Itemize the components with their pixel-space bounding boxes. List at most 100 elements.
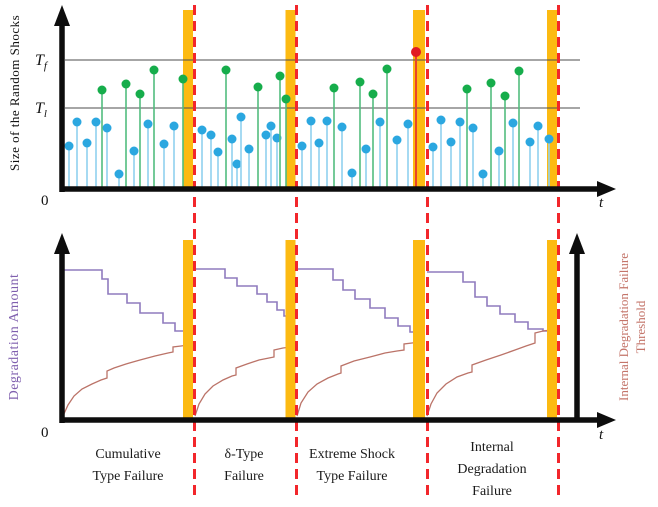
shock-below-lower-threshold-dot [525, 137, 535, 147]
shock-below-lower-threshold-dot [261, 130, 271, 140]
segment-label-line: Type Failure [316, 469, 388, 484]
shock-below-lower-threshold-dot [91, 117, 101, 127]
shock-between-thresholds-dot [149, 65, 159, 75]
failure-window-bar-bottom [547, 240, 557, 420]
segment-label-internal: Internal Degradation Failure [417, 437, 567, 503]
y-axis-label-degradation: Degradation Amount [7, 273, 22, 401]
shock-below-lower-threshold-dot [428, 142, 438, 152]
failure-window-bar-top [285, 10, 296, 191]
bottom-x-axis-arrowhead [597, 412, 616, 428]
shock-between-thresholds-dot [281, 94, 291, 104]
shock-below-lower-threshold-dot [244, 144, 254, 154]
segment-label-line: Extreme Shock [309, 447, 395, 462]
degradation-threshold-step [194, 268, 291, 317]
shock-below-lower-threshold-dot [114, 169, 124, 179]
shock-below-lower-threshold-dot [494, 146, 504, 156]
shock-between-thresholds-dot [121, 79, 131, 89]
shock-between-thresholds-dot [382, 64, 392, 74]
shock-between-thresholds-dot [275, 71, 285, 81]
shock-below-lower-threshold-dot [322, 116, 332, 126]
top-x-axis-arrowhead [597, 181, 616, 197]
degradation-threshold-step [297, 268, 418, 333]
shock-below-lower-threshold-dot [392, 135, 402, 145]
segment-label-extreme: Extreme Shock Type Failure [277, 444, 427, 488]
shock-between-thresholds-dot [221, 65, 231, 75]
shock-below-lower-threshold-dot [143, 119, 153, 129]
threshold-label-tf: Tf [35, 52, 47, 72]
segment-label-line: δ-Type [224, 447, 264, 462]
shock-between-thresholds-dot [486, 78, 496, 88]
threshold-label-tl: Tl [35, 100, 47, 120]
internal-degradation-curve [194, 346, 292, 417]
shock-between-thresholds-dot [329, 83, 339, 93]
failure-window-bar-top [547, 10, 557, 191]
shock-below-lower-threshold-dot [446, 137, 456, 147]
shock-between-thresholds-dot [500, 91, 510, 101]
shock-below-lower-threshold-dot [468, 123, 478, 133]
shock-below-lower-threshold-dot [306, 116, 316, 126]
internal-degradation-curve [426, 329, 552, 417]
shock-below-lower-threshold-dot [64, 141, 74, 151]
shock-below-lower-threshold-dot [102, 123, 112, 133]
shock-between-thresholds-dot [462, 84, 472, 94]
bottom-y-axis-arrowhead [54, 233, 70, 254]
t-axis-label-bottom: t [599, 427, 604, 443]
shock-below-lower-threshold-dot [232, 159, 242, 169]
segment-label-line: Type Failure [92, 469, 164, 484]
shock-below-lower-threshold-dot [82, 138, 92, 148]
shock-between-thresholds-dot [253, 82, 263, 92]
shock-below-lower-threshold-dot [297, 141, 307, 151]
shock-below-lower-threshold-dot [197, 125, 207, 135]
shock-below-lower-threshold-dot [72, 117, 82, 127]
shock-below-lower-threshold-dot [314, 138, 324, 148]
segment-label-cumulative: Cumulative Type Failure [53, 444, 203, 488]
shock-below-lower-threshold-dot [129, 146, 139, 156]
shock-below-lower-threshold-dot [206, 130, 216, 140]
extreme-shock-above-tf-dot [411, 47, 421, 57]
t-axis-label-top: t [599, 195, 604, 211]
shock-below-lower-threshold-dot [169, 121, 179, 131]
shock-below-lower-threshold-dot [478, 169, 488, 179]
shock-between-thresholds-dot [514, 66, 524, 76]
shock-below-lower-threshold-dot [236, 112, 246, 122]
shock-below-lower-threshold-dot [455, 117, 465, 127]
shock-below-lower-threshold-dot [375, 117, 385, 127]
segment-label-delta: δ-Type Failure [169, 444, 319, 488]
segment-label-line: Cumulative [95, 447, 161, 462]
y-axis-label-shocks: Size of the Random Shocks [7, 14, 22, 171]
right-axis-label-threshold: Internal Degradation Failure Threshold [615, 227, 649, 427]
failure-window-bar-top [183, 10, 193, 191]
top-y-axis-arrowhead [54, 5, 70, 26]
failure-window-bar-bottom [183, 240, 193, 420]
shock-between-thresholds-dot [135, 89, 145, 99]
segment-label-line: Failure [472, 484, 512, 499]
shock-below-lower-threshold-dot [436, 115, 446, 125]
shock-below-lower-threshold-dot [159, 139, 169, 149]
tl-subscript: l [43, 108, 47, 121]
tf-symbol: T [35, 52, 44, 69]
degradation-threshold-step [62, 269, 187, 332]
failure-window-bar-top [413, 10, 425, 191]
shock-below-lower-threshold-dot [213, 147, 223, 157]
shock-below-lower-threshold-dot [347, 168, 357, 178]
shock-below-lower-threshold-dot [508, 118, 518, 128]
internal-degradation-curve [62, 344, 189, 417]
origin-label-bottom: 0 [41, 425, 49, 441]
shock-below-lower-threshold-dot [266, 121, 276, 131]
right-y-axis-arrowhead [569, 233, 585, 254]
shock-below-lower-threshold-dot [403, 119, 413, 129]
right-axis-label-line2: Threshold [633, 300, 648, 354]
segment-label-line: Internal [470, 440, 514, 455]
shock-below-lower-threshold-dot [361, 144, 371, 154]
shock-below-lower-threshold-dot [227, 134, 237, 144]
shock-below-lower-threshold-dot [533, 121, 543, 131]
failure-window-bar-bottom [285, 240, 296, 420]
origin-label-top: 0 [41, 193, 49, 209]
shock-between-thresholds-dot [178, 74, 188, 84]
internal-degradation-curve [296, 341, 420, 417]
segment-label-line: Failure [224, 469, 264, 484]
failure-window-bar-bottom [413, 240, 425, 420]
segment-label-line: Degradation [457, 462, 527, 477]
